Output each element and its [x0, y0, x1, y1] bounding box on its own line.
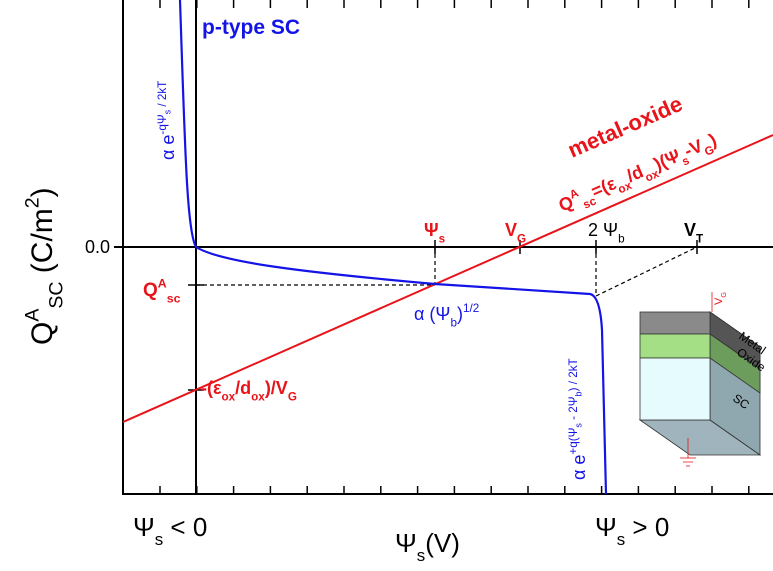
- label-part: ox: [251, 390, 265, 403]
- label-part: Q: [26, 322, 59, 345]
- label-part: SC: [46, 282, 68, 309]
- title: p-type SC: [202, 16, 300, 39]
- exp-left: α e-qΨs / 2kT: [156, 81, 178, 160]
- label-part: < 0: [163, 512, 207, 542]
- x-label: Ψs(V): [395, 528, 460, 565]
- metal-oxide-line: [122, 134, 773, 423]
- label-part: )/V: [265, 378, 288, 398]
- label-part: s: [417, 546, 425, 565]
- label-part: s: [155, 530, 163, 549]
- x-left: Ψs < 0: [133, 512, 207, 549]
- label-part: / 2kT: [156, 81, 169, 110]
- label-part: Ψ: [133, 512, 155, 542]
- label-part: ): [26, 187, 59, 197]
- label-part: ): [457, 304, 463, 324]
- label-part: s: [617, 530, 625, 549]
- label-part: ox: [616, 179, 634, 197]
- label-part: (V): [425, 528, 460, 558]
- sqrt-label: α (Ψb)1/2: [414, 302, 479, 329]
- label-part: T: [696, 232, 704, 245]
- guides: [196, 246, 698, 297]
- y-tick-label: 0.0: [85, 237, 110, 257]
- label-part: -(ε: [201, 378, 222, 398]
- label-part: /d: [235, 378, 251, 398]
- inset-metal: [639, 311, 711, 335]
- label-part: α e: [569, 455, 589, 480]
- label-part: A: [158, 276, 167, 290]
- label-part: Ψ: [424, 220, 439, 240]
- label-part: ox: [222, 390, 236, 403]
- label-part: α e: [158, 135, 178, 160]
- label-part: Ψ: [595, 512, 617, 542]
- label-part: > 0: [625, 512, 669, 542]
- label-part: A: [22, 309, 44, 322]
- inset-sc: [639, 357, 711, 421]
- y-label: QASC (C/m2): [22, 187, 68, 345]
- label-part: b: [618, 232, 625, 245]
- label-part: Q: [143, 280, 158, 301]
- sc-charge-curve: [178, 0, 608, 495]
- ticks: [159, 0, 750, 494]
- label-part: ox: [643, 167, 661, 185]
- label-part: 2: [22, 197, 44, 208]
- label-part: -qΨ: [156, 114, 169, 134]
- label-part: s: [680, 154, 692, 169]
- label-part: (C/m: [26, 208, 59, 281]
- label-part: G: [720, 292, 728, 298]
- mark-vg: VG: [505, 220, 526, 245]
- mark-vt: VT: [684, 220, 704, 245]
- inset-oxide: [639, 333, 711, 359]
- label-part: 2 Ψ: [588, 220, 618, 240]
- label-part: +q(Ψ: [567, 428, 580, 455]
- label-part: s: [573, 423, 583, 428]
- label-part: b: [573, 391, 583, 396]
- label-part: V: [505, 220, 517, 240]
- mark-psi-s: Ψs: [424, 220, 446, 245]
- label-part: V: [684, 220, 696, 240]
- label-part: sc: [581, 194, 599, 211]
- q-left: QAsc: [143, 276, 181, 305]
- x-right: Ψs > 0: [595, 512, 669, 549]
- mark-2psib: 2 Ψb: [588, 220, 625, 245]
- label-part: ) / 2kT: [567, 358, 580, 391]
- label-part: V: [713, 297, 725, 305]
- label-part: sc: [167, 292, 181, 306]
- dashed-guide: [595, 246, 698, 297]
- label-part: s: [439, 232, 446, 245]
- exp-right: α e+q(Ψs - 2Ψb) / 2kT: [567, 358, 589, 480]
- label-part: α (Ψ: [414, 304, 450, 324]
- intercept: -(εox/dox)/VG: [201, 378, 297, 403]
- label-part: G: [517, 232, 526, 245]
- label-part: G: [288, 390, 297, 403]
- inset-vg: VG: [713, 292, 728, 305]
- label-part: - 2Ψ: [567, 396, 580, 423]
- inset: [638, 292, 762, 467]
- label-part: s: [162, 109, 172, 114]
- label-part: b: [450, 316, 457, 329]
- label-part: 1/2: [463, 302, 479, 315]
- label-part: Ψ: [395, 528, 417, 558]
- label-part: /d: [624, 161, 647, 186]
